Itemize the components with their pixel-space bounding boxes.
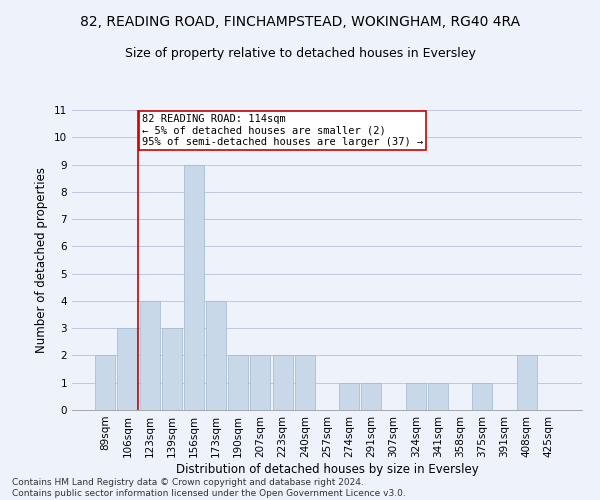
Bar: [339, 382, 359, 410]
Text: Contains HM Land Registry data © Crown copyright and database right 2024.
Contai: Contains HM Land Registry data © Crown c…: [12, 478, 406, 498]
Bar: [472, 382, 492, 410]
Bar: [428, 382, 448, 410]
Bar: [206, 301, 226, 410]
Y-axis label: Number of detached properties: Number of detached properties: [35, 167, 49, 353]
X-axis label: Distribution of detached houses by size in Eversley: Distribution of detached houses by size …: [176, 462, 478, 475]
Bar: [95, 356, 115, 410]
Bar: [140, 301, 160, 410]
Bar: [517, 356, 536, 410]
Bar: [250, 356, 271, 410]
Bar: [272, 356, 293, 410]
Text: Size of property relative to detached houses in Eversley: Size of property relative to detached ho…: [125, 48, 475, 60]
Bar: [295, 356, 315, 410]
Text: 82, READING ROAD, FINCHAMPSTEAD, WOKINGHAM, RG40 4RA: 82, READING ROAD, FINCHAMPSTEAD, WOKINGH…: [80, 15, 520, 29]
Text: 82 READING ROAD: 114sqm
← 5% of detached houses are smaller (2)
95% of semi-deta: 82 READING ROAD: 114sqm ← 5% of detached…: [142, 114, 423, 148]
Bar: [228, 356, 248, 410]
Bar: [184, 164, 204, 410]
Bar: [118, 328, 137, 410]
Bar: [162, 328, 182, 410]
Bar: [406, 382, 426, 410]
Bar: [361, 382, 382, 410]
